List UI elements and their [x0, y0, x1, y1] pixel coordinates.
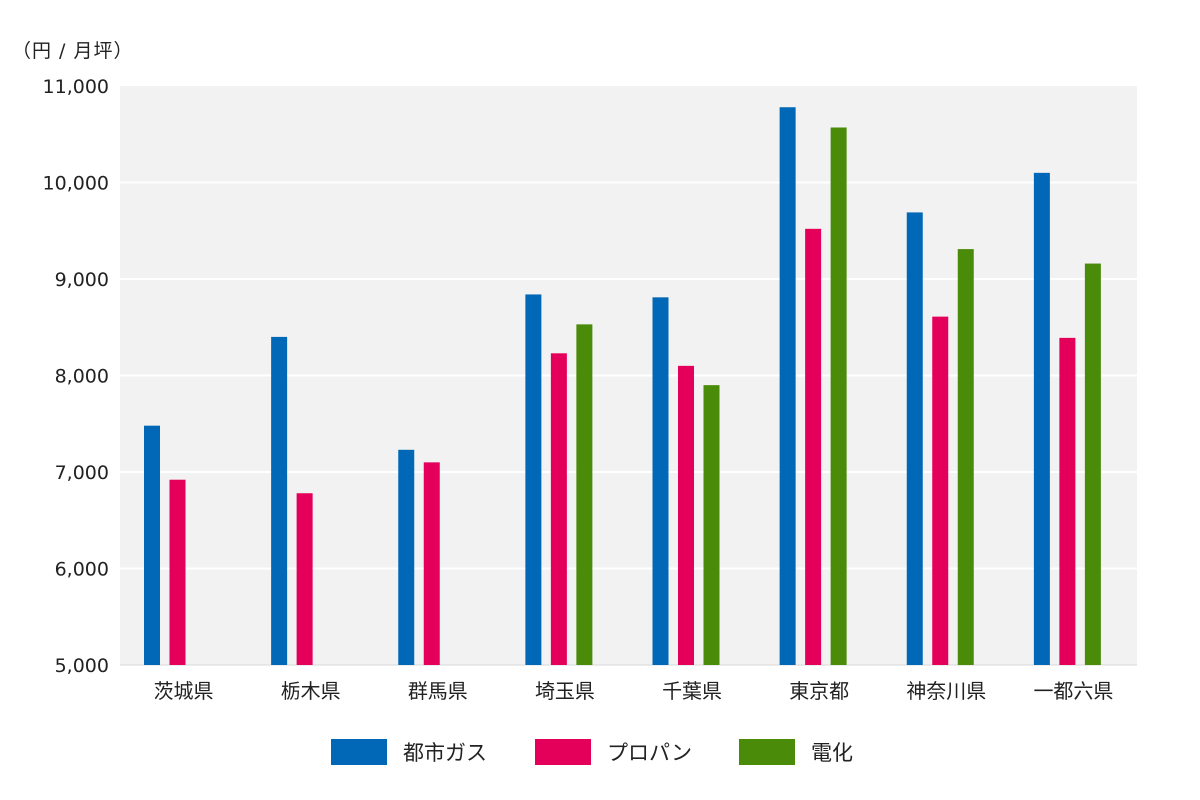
bar — [271, 336, 288, 665]
bar — [525, 294, 542, 665]
bar — [576, 324, 593, 665]
bar — [779, 107, 796, 666]
bar — [296, 493, 313, 665]
y-axis-unit-label: （円 / 月坪） — [12, 40, 134, 62]
y-tick-label: 11,000 — [43, 76, 109, 98]
bar — [932, 316, 949, 665]
bar — [805, 228, 822, 665]
x-tick-label: 千葉県 — [662, 679, 722, 703]
bar — [398, 449, 415, 665]
bar — [550, 353, 567, 665]
y-tick-label: 5,000 — [55, 655, 109, 677]
legend-label: 都市ガス — [403, 741, 487, 765]
y-tick-label: 9,000 — [55, 269, 109, 291]
y-tick-label: 8,000 — [55, 366, 109, 388]
bar — [1033, 172, 1050, 665]
x-tick-label: 群馬県 — [408, 679, 468, 703]
y-tick-label: 7,000 — [55, 462, 109, 484]
legend-label: 電化 — [811, 741, 853, 765]
bar — [423, 462, 440, 665]
x-tick-label: 茨城県 — [154, 679, 214, 703]
x-tick-label: 東京都 — [789, 679, 849, 703]
bar — [169, 479, 186, 665]
y-tick-label: 10,000 — [43, 173, 109, 195]
x-tick-label: 埼玉県 — [535, 679, 595, 703]
bar — [678, 365, 694, 665]
x-tick-label: 栃木県 — [281, 679, 341, 703]
legend-swatch — [739, 739, 795, 765]
bar — [703, 385, 720, 665]
bar — [1059, 337, 1076, 665]
y-tick-label: 6,000 — [55, 559, 109, 581]
x-tick-label: 神奈川県 — [906, 679, 986, 703]
legend-swatch — [331, 739, 387, 765]
bar — [652, 297, 669, 665]
legend-label: プロパン — [607, 741, 692, 765]
bar — [957, 249, 974, 665]
bar — [1084, 263, 1101, 665]
bar — [830, 127, 847, 666]
x-tick-label: 一都六県 — [1033, 679, 1113, 703]
bar — [144, 425, 160, 665]
bar — [906, 212, 923, 666]
legend-swatch — [535, 739, 591, 765]
